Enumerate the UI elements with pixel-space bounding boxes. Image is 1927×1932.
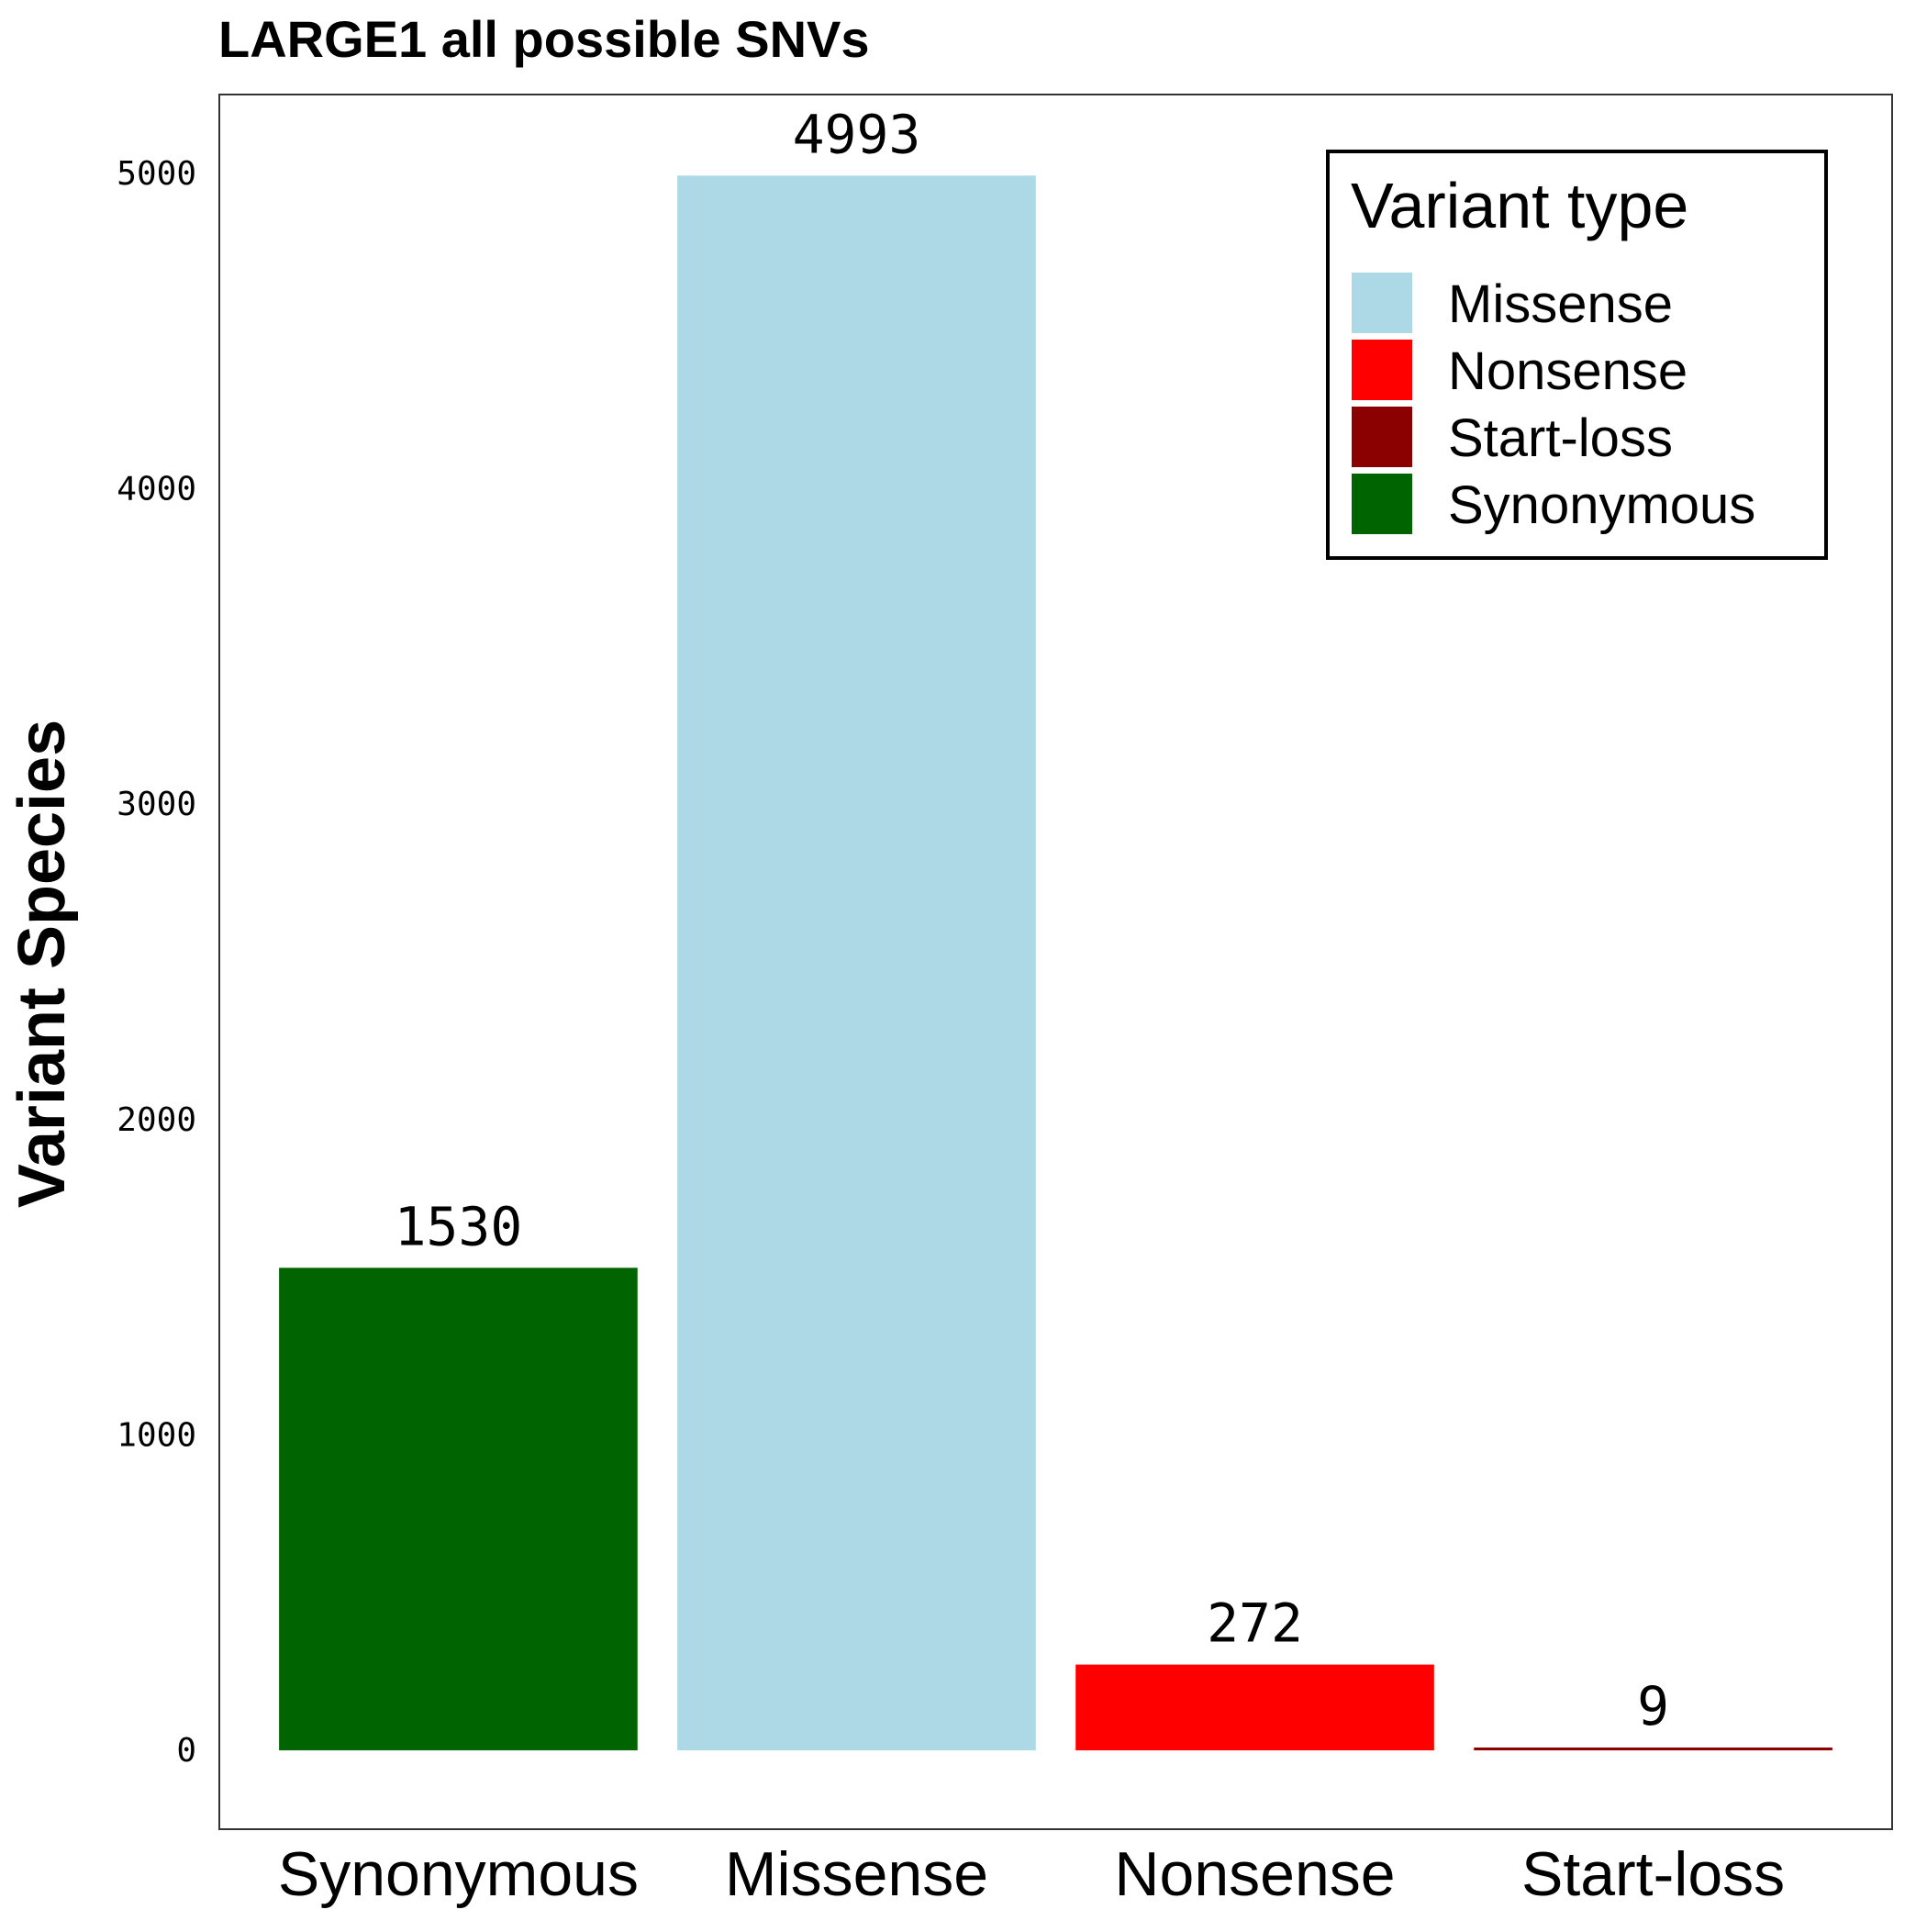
data-label-start-loss: 9 [1637, 1675, 1669, 1737]
chart-title: LARGE1 all possible SNVs [218, 10, 870, 68]
x-tick-label-missense: Missense [725, 1839, 988, 1909]
legend-swatch-nonsense [1352, 340, 1412, 400]
legend-swatch-synonymous [1352, 474, 1412, 534]
x-tick-label-start-loss: Start-loss [1521, 1839, 1785, 1909]
legend-swatch-missense [1352, 273, 1412, 333]
bar-synonymous [279, 1268, 638, 1751]
bar-nonsense [1075, 1664, 1434, 1751]
bars [279, 175, 1832, 1751]
x-axis-ticks: Synonymous Missense Nonsense Start-loss [278, 1839, 1785, 1909]
bar-missense [677, 175, 1036, 1751]
data-labels: 1530 4993 272 9 [395, 103, 1669, 1737]
data-label-synonymous: 1530 [395, 1195, 523, 1257]
y-tick-label: 4000 [117, 471, 196, 508]
y-axis-label: Variant Species [6, 720, 79, 1208]
plot-frame [218, 94, 1893, 1830]
x-tick-label-synonymous: Synonymous [278, 1839, 639, 1909]
legend-label-synonymous: Synonymous [1448, 475, 1755, 535]
legend: Variant type Missense Nonsense Start-loss S… [1326, 150, 1828, 560]
y-tick-label: 0 [176, 1732, 196, 1770]
legend-items: Missense Nonsense Start-loss Synonymous [1352, 273, 1755, 535]
legend-label-start-loss: Start-loss [1448, 408, 1673, 468]
y-tick-label: 1000 [117, 1416, 196, 1454]
legend-swatch-start-loss [1352, 407, 1412, 467]
y-tick-label: 3000 [117, 786, 196, 823]
y-tick-label: 5000 [117, 155, 196, 193]
bar-start-loss [1474, 1747, 1832, 1751]
y-tick-label: 2000 [117, 1101, 196, 1139]
data-label-nonsense: 272 [1207, 1592, 1303, 1655]
legend-label-missense: Missense [1448, 274, 1673, 334]
legend-label-nonsense: Nonsense [1448, 341, 1688, 401]
data-label-missense: 4993 [793, 103, 921, 165]
y-axis-ticks: 0 1000 2000 3000 4000 5000 [117, 155, 196, 1770]
legend-title: Variant type [1351, 170, 1688, 241]
x-tick-label-nonsense: Nonsense [1114, 1839, 1395, 1909]
